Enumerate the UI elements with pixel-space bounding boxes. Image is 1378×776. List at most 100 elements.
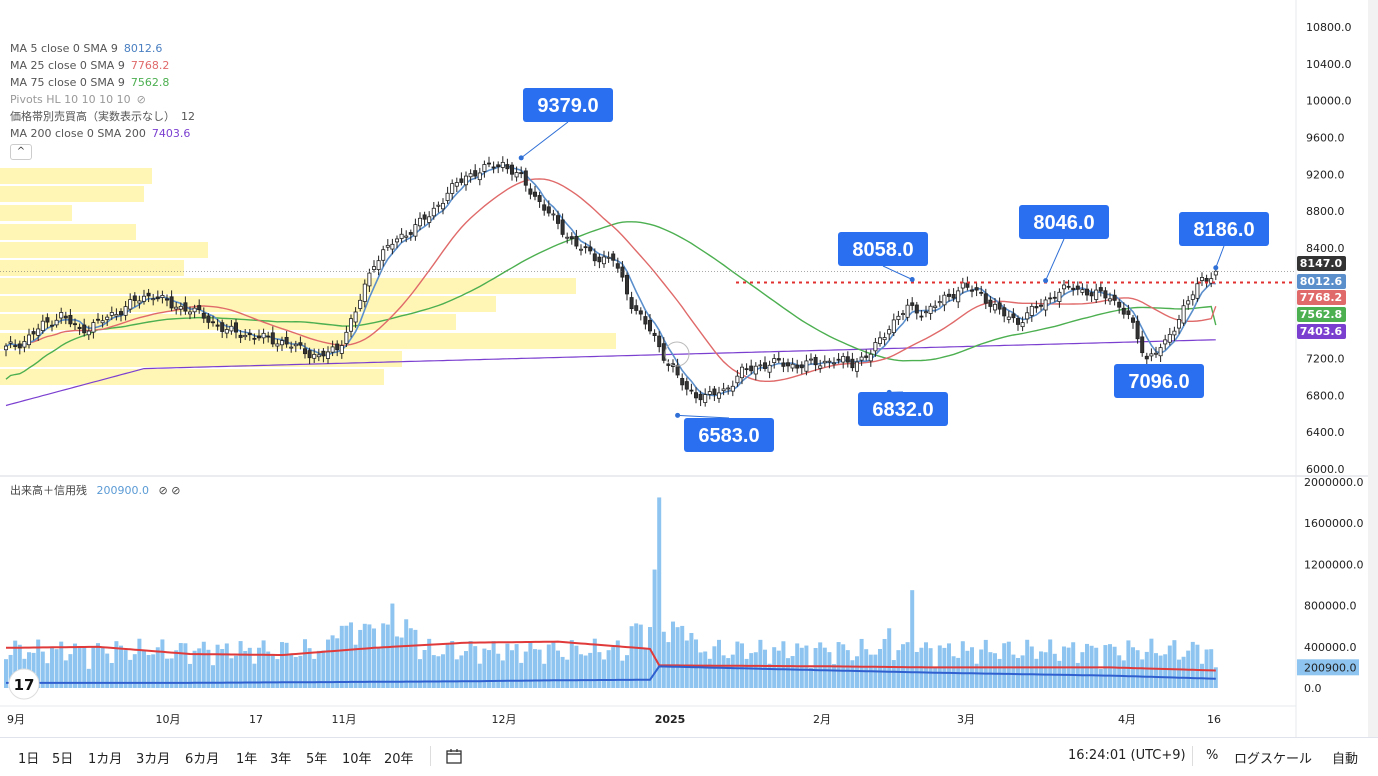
volume-bar [602,659,606,688]
volume-bar [1172,640,1176,688]
candle-body [533,192,536,196]
eye-hidden-icon[interactable]: ⊘ [137,93,146,106]
volume-bar [722,655,726,688]
candle-body [510,165,513,174]
pivot-label: 6583.0 [698,425,759,447]
candle-body [897,316,900,319]
range-button-3[interactable]: 3カ月 [136,748,170,767]
volume-tick-label: 1600000.0 [1304,517,1364,530]
candle-body [1168,334,1171,342]
candle-body [602,257,605,264]
candle-body [239,335,242,337]
range-button-5[interactable]: 1年 [236,748,257,767]
candle-body [1090,293,1093,296]
volume-bar [372,628,376,688]
candle-body [823,361,826,362]
candle-body [704,395,707,403]
volume-bar [1195,645,1199,688]
candle-body [506,165,509,169]
volume-bar [45,663,49,688]
volume-bar [708,659,712,688]
candle-body [966,283,969,287]
volume-tick-label: 0.0 [1304,682,1322,695]
range-button-0[interactable]: 1日 [18,748,39,767]
price-badge-label: 7403.6 [1300,325,1343,338]
candle-body [211,322,214,323]
price-tick-label: 9600.0 [1306,132,1345,145]
volume-profile-row-7 [0,296,496,312]
candle-body [878,338,881,344]
log-scale-button[interactable]: ログスケール [1234,748,1312,767]
volume-bar [524,652,528,688]
candle-body [1159,348,1162,356]
candle-body [1016,318,1019,324]
candle-body [768,365,771,372]
volume-bar [887,628,891,688]
volume-bar [772,647,776,688]
candle-body [382,250,385,261]
volume-bar [657,497,661,688]
candle-body [87,331,90,335]
range-button-7[interactable]: 5年 [306,748,327,767]
candle-body [1003,308,1006,316]
percent-scale-button[interactable]: % [1206,748,1218,763]
candle-body [14,346,17,347]
clock-time[interactable]: 16:24:01 (UTC+9) [1068,748,1186,763]
candle-body [1062,285,1065,289]
candle-body [60,312,63,318]
candle-body [993,304,996,310]
collapse-legend-button[interactable]: ^ [10,144,32,160]
legend-volume-profile[interactable]: 価格帯別売買高（実数表示なし）12 [10,108,195,125]
range-button-2[interactable]: 1カ月 [88,748,122,767]
candle-body [142,296,145,301]
candle-body [800,365,803,368]
candle-body [575,236,578,246]
volume-bar [183,643,187,688]
pivot-label: 8046.0 [1033,212,1094,234]
volume-bar [878,649,882,688]
auto-scale-button[interactable]: 自動 [1332,748,1358,767]
range-button-9[interactable]: 20年 [384,748,414,767]
range-button-1[interactable]: 5日 [52,748,73,767]
candle-body [814,357,817,364]
candle-body [791,364,794,368]
volume-bar [988,652,992,688]
volume-bar [933,668,937,688]
price-chart[interactable]: 9379.06583.08058.06832.08046.07096.08186… [0,0,1378,737]
range-button-6[interactable]: 3年 [270,748,291,767]
candle-body [317,355,320,357]
candle-body [1136,321,1139,339]
candle-body [648,320,651,331]
volume-bar [280,642,284,688]
range-button-8[interactable]: 10年 [342,748,372,767]
volume-legend[interactable]: 出来高＋信用残 200900.0 ⊘ ⊘ [10,482,180,498]
candle-body [451,184,454,194]
volume-bar [726,658,730,688]
candle-body [179,306,182,309]
volume-bar [630,626,634,688]
candle-body [308,351,311,358]
candle-body [101,321,104,323]
goto-date-icon[interactable] [446,748,464,768]
candle-body [685,382,688,390]
volume-bar [1122,660,1126,688]
volume-bar [436,656,440,688]
volume-bar [344,626,348,688]
candle-body [984,294,987,304]
candle-body [432,208,435,216]
range-button-4[interactable]: 6カ月 [185,748,219,767]
volume-bar [1021,655,1025,688]
legend-pivots[interactable]: Pivots HL 10 10 10 10⊘ [10,91,195,108]
price-badge-label: 7562.8 [1300,308,1342,321]
volume-bar [156,647,160,688]
price-tick-label: 9200.0 [1306,168,1345,181]
volume-bar [459,655,463,688]
candle-body [566,237,569,238]
tradingview-logo: 17 [9,669,39,699]
volume-bar [188,664,192,688]
candle-body [377,261,380,270]
